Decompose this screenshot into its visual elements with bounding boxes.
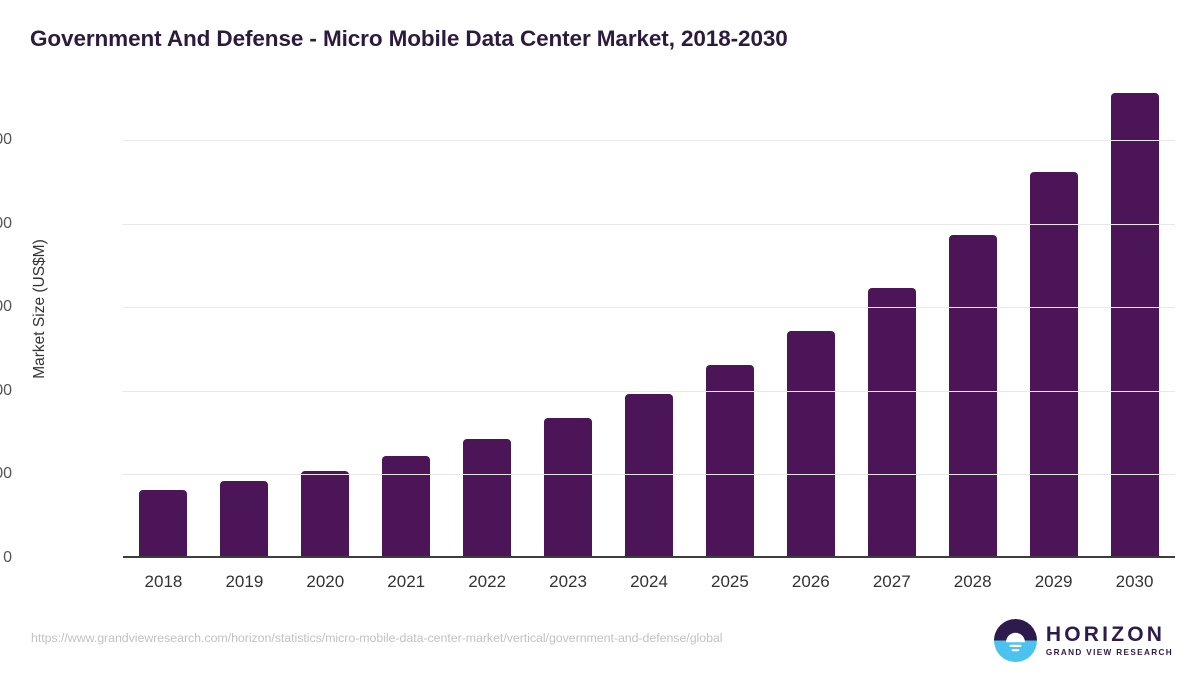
y-tick-label: 2000 <box>0 214 12 232</box>
y-axis-title: Market Size (US$M) <box>31 239 48 379</box>
bar[interactable] <box>463 438 512 558</box>
logo-subtitle: GRAND VIEW RESEARCH <box>1045 647 1173 657</box>
gridline <box>123 223 1175 225</box>
gridline <box>123 140 1175 142</box>
bar[interactable] <box>544 417 593 558</box>
x-axis-ticks: 2018 2019 2020 2021 2022 2023 2024 2025 2026 2027… <box>123 558 1175 598</box>
x-tick-label: 2025 <box>711 572 749 591</box>
y-tick-label: 1000 <box>0 381 12 399</box>
bar[interactable] <box>786 330 835 558</box>
page-title: Government And Defense - Micro Mobile Da… <box>30 26 788 51</box>
x-tick-label: 2021 <box>387 572 426 591</box>
bar-series <box>123 90 1175 558</box>
bar[interactable] <box>220 480 269 558</box>
bar[interactable] <box>382 456 431 558</box>
x-tick-label: 2029 <box>1034 572 1073 591</box>
chart-container: Market Size (US$M) 05001000150020002500 … <box>0 90 1175 598</box>
bar[interactable] <box>867 288 916 558</box>
x-tick-label: 2018 <box>144 572 183 591</box>
bar[interactable] <box>1029 171 1078 558</box>
horizon-logo-icon <box>993 619 1037 662</box>
brand-logo: HORIZON GRAND VIEW RESEARCH <box>993 619 1173 662</box>
bar[interactable] <box>625 394 673 558</box>
footer: https://www.grandviewresearch.com/horizo… <box>0 611 1200 675</box>
logo-name: HORIZON <box>1045 622 1166 646</box>
bar[interactable] <box>139 490 188 558</box>
x-tick-label: 2022 <box>468 572 507 591</box>
x-tick-label: 2019 <box>225 572 264 591</box>
x-tick-label: 2028 <box>953 572 992 591</box>
x-axis-line <box>123 556 1175 558</box>
gridline <box>123 307 1175 309</box>
x-tick-label: 2023 <box>549 572 587 591</box>
y-tick-label: 500 <box>0 465 12 483</box>
x-tick-label: 2030 <box>1115 572 1154 591</box>
gridline <box>123 390 1175 392</box>
bar[interactable] <box>948 235 997 558</box>
bar[interactable] <box>301 470 350 558</box>
plot-area <box>123 90 1175 558</box>
x-tick-label: 2020 <box>306 572 345 591</box>
source-url[interactable]: https://www.grandviewresearch.com/horizo… <box>31 631 723 645</box>
x-tick-label: 2026 <box>791 572 830 591</box>
gridline <box>123 474 1175 476</box>
y-tick-label: 1500 <box>0 298 12 316</box>
x-tick-label: 2027 <box>872 572 911 591</box>
logo-text: HORIZON GRAND VIEW RESEARCH <box>1046 624 1173 657</box>
bar[interactable] <box>1110 92 1159 558</box>
y-tick-label: 0 <box>3 549 12 566</box>
x-tick-label: 2024 <box>630 572 668 591</box>
bar[interactable] <box>705 365 754 558</box>
y-tick-label: 2500 <box>0 131 12 149</box>
